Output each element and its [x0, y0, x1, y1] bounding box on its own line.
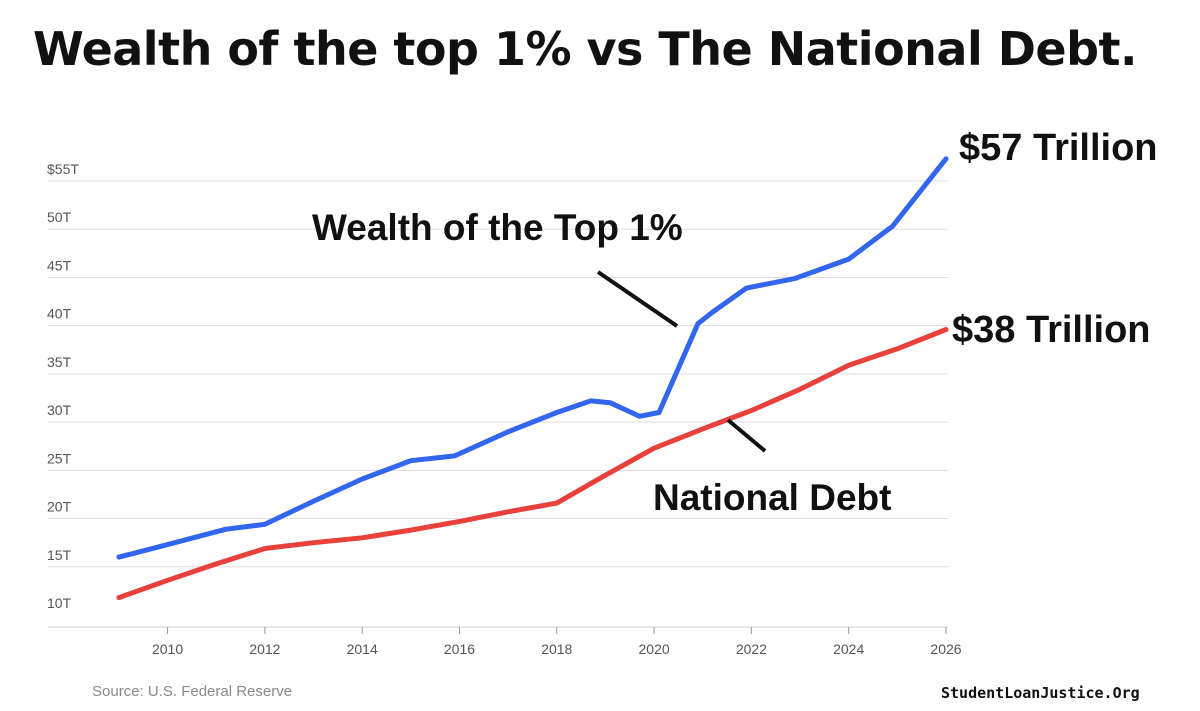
x-tick-label: 2024	[833, 641, 864, 657]
y-tick-label: 35T	[47, 354, 72, 370]
chart-title: Wealth of the top 1% vs The National Deb…	[32, 22, 1138, 76]
y-tick-label: 15T	[47, 547, 72, 563]
x-tick-label: 2022	[736, 641, 767, 657]
annotation-pointers	[596, 270, 767, 453]
y-tick-label: 45T	[47, 257, 72, 273]
credit-watermark: StudentLoanJustice.Org	[941, 684, 1140, 702]
annotation-debt-value: $38 Trillion	[952, 309, 1151, 351]
source-note: Source: U.S. Federal Reserve	[92, 683, 293, 700]
x-axis-tick-labels: 2010 2012 2014 2016 2018 2020 2022 2024 2026	[152, 627, 962, 657]
wealth-pointer-line	[596, 270, 679, 328]
y-tick-label: 40T	[47, 306, 72, 322]
annotation-wealth-value: $57 Trillion	[959, 127, 1158, 169]
y-tick-label: 25T	[47, 450, 72, 466]
x-tick-label: 2012	[249, 641, 280, 657]
x-tick-label: 2014	[347, 641, 378, 657]
y-tick-label: $55T	[47, 161, 79, 177]
x-tick-label: 2018	[541, 641, 572, 657]
wealth-series-line	[116, 156, 949, 560]
series-lines	[116, 156, 949, 601]
x-tick-label: 2016	[444, 641, 475, 657]
annotation-wealth-label: Wealth of the Top 1%	[312, 207, 683, 248]
y-tick-label: 50T	[47, 209, 72, 225]
y-axis-tick-labels: 10T 15T 20T 25T 30T 35T 40T 45T 50T $55T	[47, 161, 79, 611]
x-tick-label: 2010	[152, 641, 183, 657]
debt-pointer-line	[726, 418, 767, 453]
y-tick-label: 20T	[47, 499, 72, 515]
x-tick-label: 2026	[930, 641, 961, 657]
y-tick-label: 10T	[47, 595, 72, 611]
y-tick-label: 30T	[47, 402, 72, 418]
annotation-debt-label: National Debt	[653, 477, 891, 518]
x-tick-label: 2020	[639, 641, 670, 657]
debt-series-line	[116, 327, 949, 601]
